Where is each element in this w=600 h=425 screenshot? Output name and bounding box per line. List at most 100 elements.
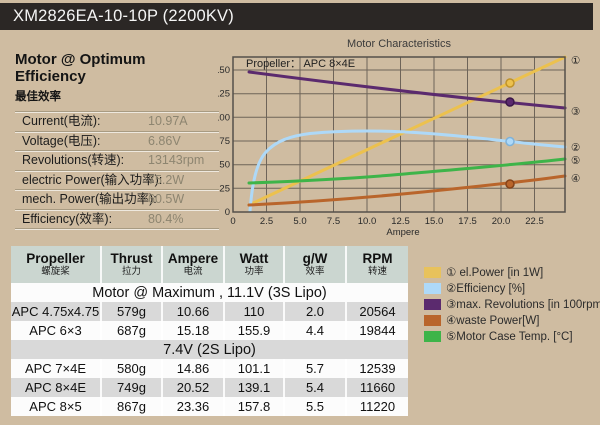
cell-propeller: APC 6×3 xyxy=(11,321,102,340)
section-header-label: 7.4V (2S Lipo) xyxy=(11,340,408,359)
legend-swatch-blue xyxy=(424,282,441,294)
spec-row-mech-power: mech. Power(输出功率): 60.5W xyxy=(15,189,219,209)
col-propeller: Propeller 螺旋桨 xyxy=(11,246,102,283)
spec-row-revolutions: Revolutions(转速): 13143rpm xyxy=(15,150,219,170)
optimum-efficiency-panel: Motor @ Optimum Efficiency 最佳效率 Current(… xyxy=(15,51,219,229)
chart-title: Motor Characteristics xyxy=(347,38,451,50)
x-tick: 22.5 xyxy=(525,216,544,227)
series-efficiency-line xyxy=(248,129,567,213)
cell-thrust: 687g xyxy=(101,321,163,340)
cell-watt: 139.1 xyxy=(224,378,285,397)
table-row: APC 8×5 867g 23.36 157.8 5.5 11220 xyxy=(11,397,408,416)
x-tick: 15.0 xyxy=(425,216,444,227)
cell-ampere: 20.52 xyxy=(162,378,225,397)
spec-value: 60.5W xyxy=(148,192,185,206)
legend-item-efficiency: ②Efficiency [%] xyxy=(424,280,600,296)
section-header-2s: 7.4V (2S Lipo) xyxy=(11,340,408,359)
spec-value: 10.97A xyxy=(148,114,188,128)
cell-ampere: 15.18 xyxy=(162,321,225,340)
chart-legend: ① el.Power [in 1W] ②Efficiency [%] ③max.… xyxy=(424,264,600,344)
spec-rows: Current(电流): 10.97A Voltage(电压): 6.86V R… xyxy=(15,111,219,229)
legend-swatch-green xyxy=(424,330,441,342)
panel-title: Motor @ Optimum Efficiency xyxy=(15,51,146,85)
marker-el-power xyxy=(505,78,515,88)
propeller-test-table: Propeller 螺旋桨 Thrust 拉力 Ampere 电流 Watt 功… xyxy=(11,246,408,416)
legend-label: ④waste Power[W] xyxy=(446,315,540,327)
col-label-en: Ampere xyxy=(167,251,219,266)
cell-thrust: 867g xyxy=(101,397,163,416)
cell-rpm: 11660 xyxy=(346,378,408,397)
y-tick: 100 xyxy=(218,112,230,123)
y-axis-ticks: 150 125 100 75 50 25 0 xyxy=(218,65,230,218)
x-tick: 2.5 xyxy=(260,216,273,227)
cell-propeller: APC 8×4E xyxy=(11,378,102,397)
col-label-cn: 功率 xyxy=(244,266,264,277)
col-label-cn: 拉力 xyxy=(121,266,141,277)
marker-waste-power xyxy=(505,179,515,189)
cell-g-per-w: 5.7 xyxy=(284,359,347,378)
col-watt: Watt 功率 xyxy=(224,246,285,283)
spec-rows-bottom-rule xyxy=(15,228,219,229)
col-label-en: g/W xyxy=(302,251,328,266)
spec-value: 80.4% xyxy=(148,211,184,226)
spec-value: 13143rpm xyxy=(148,153,205,167)
series-number-labels: ① ③ ② ⑤ ④ xyxy=(571,55,580,185)
cell-g-per-w: 5.4 xyxy=(284,378,347,397)
col-label-en: Watt xyxy=(239,251,269,266)
cell-rpm: 20564 xyxy=(346,302,408,321)
x-tick: 7.5 xyxy=(327,216,340,227)
cell-watt: 157.8 xyxy=(224,397,285,416)
legend-item-waste-power: ④waste Power[W] xyxy=(424,312,600,328)
spec-label: electric Power(输入功率): xyxy=(22,172,163,187)
circled-3-icon: ③ xyxy=(571,106,580,118)
cell-ampere: 10.66 xyxy=(162,302,225,321)
marker-revolutions xyxy=(505,97,515,107)
col-label-en: Thrust xyxy=(110,251,153,266)
legend-swatch-orange xyxy=(424,314,441,326)
y-tick: 150 xyxy=(218,65,230,76)
col-ampere: Ampere 电流 xyxy=(162,246,225,283)
section-header-label: Motor @ Maximum , 11.1V (3S Lipo) xyxy=(11,283,408,302)
legend-label: ① el.Power [in 1W] xyxy=(446,267,544,279)
circled-1-icon: ① xyxy=(571,55,580,67)
cell-thrust: 749g xyxy=(101,378,163,397)
cell-propeller: APC 8×5 xyxy=(11,397,102,416)
x-tick: 12.5 xyxy=(391,216,410,227)
spec-value: 75.2W xyxy=(148,172,185,187)
section-header-3s: Motor @ Maximum , 11.1V (3S Lipo) xyxy=(11,283,408,302)
propeller-annotation: Propeller： APC 8×4E xyxy=(246,58,355,70)
cell-propeller: APC 7×4E xyxy=(11,359,102,378)
x-tick: 5.0 xyxy=(293,216,306,227)
spec-label: mech. Power(输出功率): xyxy=(22,192,157,206)
col-rpm: RPM 转速 xyxy=(346,246,408,283)
series-case-temp-line xyxy=(247,157,567,185)
spec-row-electric-power: electric Power(输入功率): 75.2W xyxy=(15,169,219,190)
cell-thrust: 580g xyxy=(101,359,163,378)
col-label-cn: 转速 xyxy=(367,266,387,277)
col-g-per-w: g/W 效率 xyxy=(284,246,347,283)
y-tick: 125 xyxy=(218,89,230,100)
legend-label: ⑤Motor Case Temp. [°C] xyxy=(446,331,573,343)
table-header-row: Propeller 螺旋桨 Thrust 拉力 Ampere 电流 Watt 功… xyxy=(11,246,408,283)
cell-rpm: 19844 xyxy=(346,321,408,340)
y-tick: 75 xyxy=(219,136,230,147)
cell-watt: 155.9 xyxy=(224,321,285,340)
chart-markers xyxy=(505,78,515,189)
x-axis-ticks: 0 2.5 5.0 7.5 10.0 12.5 15.0 17.5 20.0 2… xyxy=(230,216,543,227)
legend-swatch-purple xyxy=(424,298,441,310)
x-tick: 20.0 xyxy=(492,216,511,227)
y-tick: 25 xyxy=(219,183,230,194)
spec-row-voltage: Voltage(电压): 6.86V xyxy=(15,130,219,151)
spec-label: Voltage(电压): xyxy=(22,133,101,148)
x-tick: 0 xyxy=(230,216,235,227)
cell-g-per-w: 5.5 xyxy=(284,397,347,416)
y-tick: 0 xyxy=(225,207,230,218)
plot-border xyxy=(232,56,566,213)
table-row: APC 7×4E 580g 14.86 101.1 5.7 12539 xyxy=(11,359,408,378)
cell-watt: 110 xyxy=(224,302,285,321)
col-thrust: Thrust 拉力 xyxy=(101,246,163,283)
table-row: APC 6×3 687g 15.18 155.9 4.4 19844 xyxy=(11,321,408,340)
cell-ampere: 23.36 xyxy=(162,397,225,416)
series-revolutions-line xyxy=(247,70,567,110)
circled-4-icon: ④ xyxy=(571,173,580,185)
